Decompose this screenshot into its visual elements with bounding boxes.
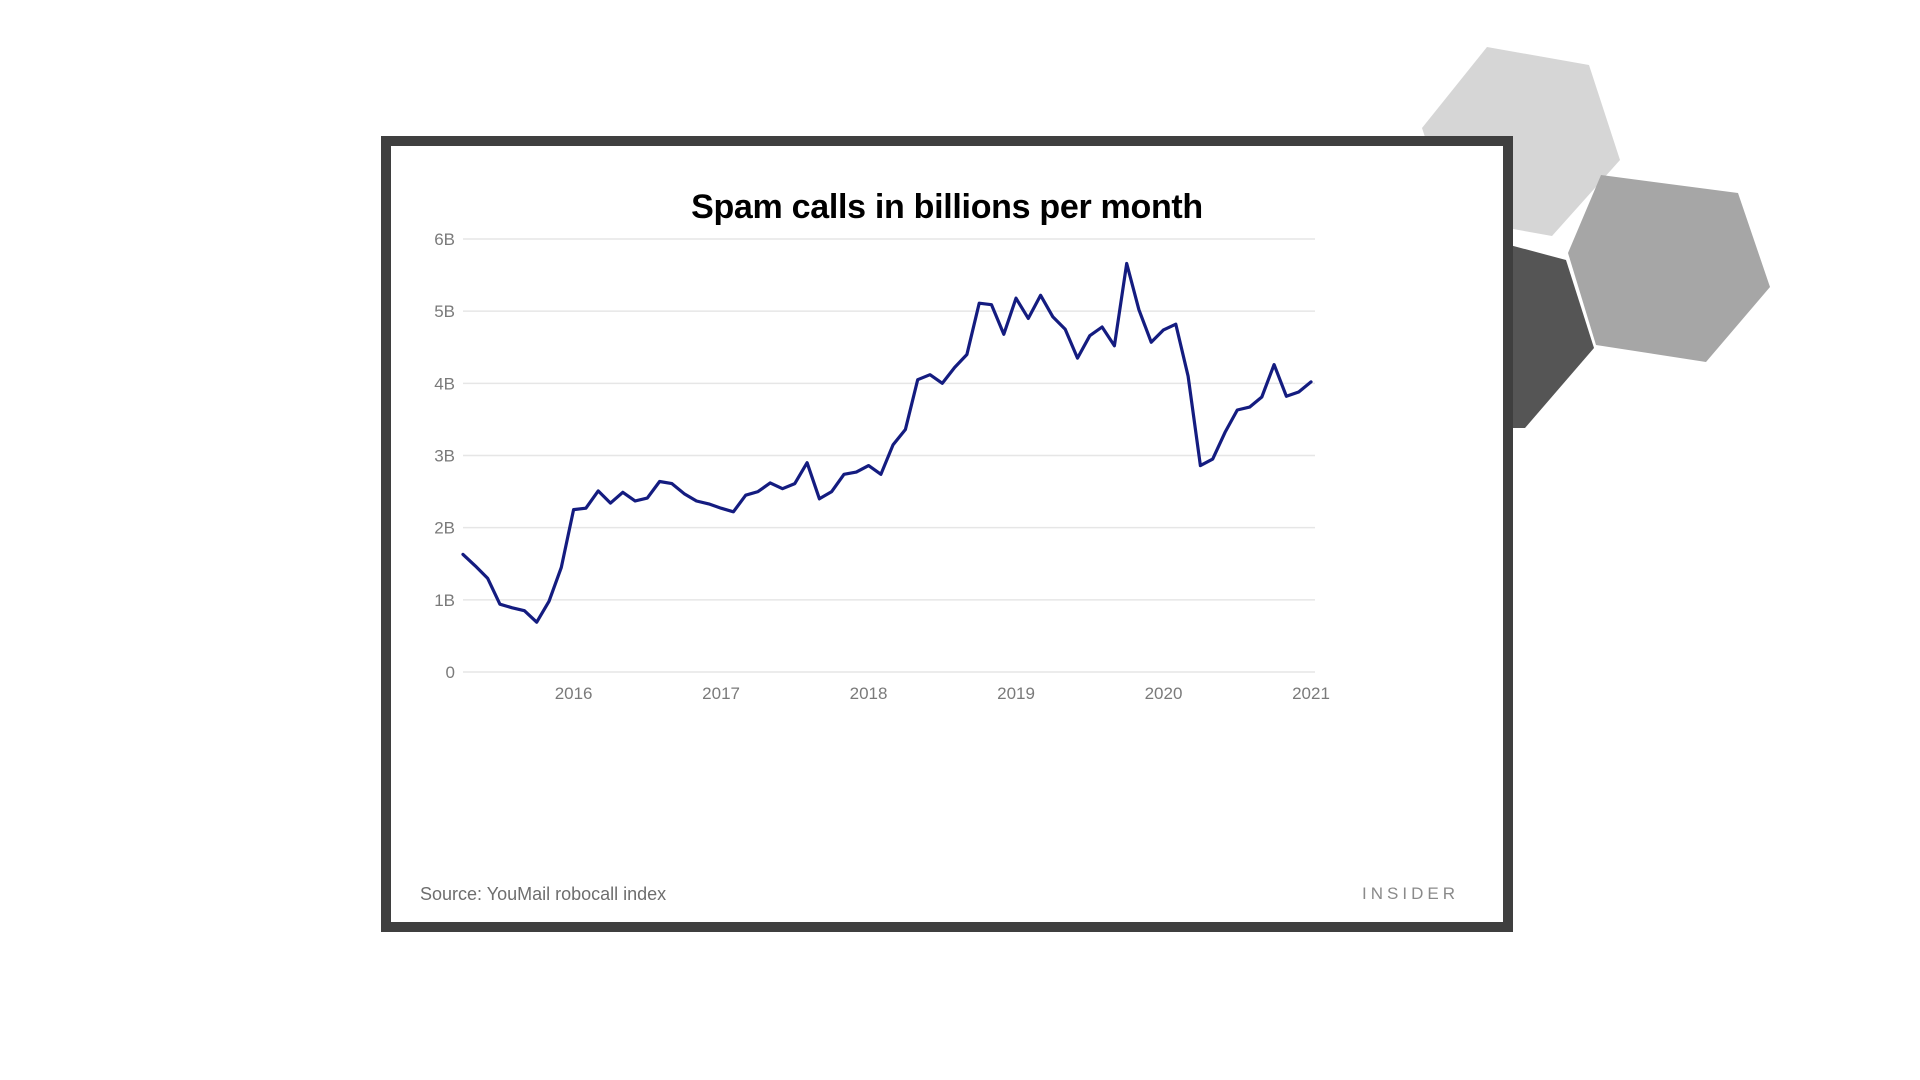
source-text: YouMail robocall index <box>482 884 667 904</box>
hexagon-dark <box>1506 244 1594 428</box>
y-tick-label: 2B <box>434 519 455 538</box>
source-note: Source: YouMail robocall index <box>420 884 666 905</box>
y-tick-label: 6B <box>434 230 455 249</box>
hexagon-mid <box>1568 175 1770 362</box>
x-tick-label: 2018 <box>850 684 888 703</box>
x-tick-label: 2016 <box>555 684 593 703</box>
y-axis-ticks: 0 1B 2B 3B 4B 5B 6B <box>434 230 455 682</box>
chart-plot: 0 1B 2B 3B 4B 5B 6B 2016 2017 2018 2019 2020 2021 <box>434 230 1330 703</box>
y-tick-label: 0 <box>446 663 455 682</box>
x-tick-label: 2017 <box>702 684 740 703</box>
x-tick-label: 2019 <box>997 684 1035 703</box>
source-label: Source: <box>420 884 483 904</box>
brand-logo: INSIDER <box>1362 884 1459 903</box>
gridlines <box>463 238 1315 673</box>
x-tick-label: 2020 <box>1145 684 1183 703</box>
y-tick-label: 5B <box>434 302 455 321</box>
series-layer <box>461 261 1313 624</box>
y-tick-label: 3B <box>434 447 455 466</box>
x-tick-label: 2021 <box>1292 684 1330 703</box>
chart-card: 0 1B 2B 3B 4B 5B 6B 2016 2017 2018 2019 2020 2021 S… <box>381 136 1513 932</box>
y-tick-label: 1B <box>434 591 455 610</box>
y-tick-label: 4B <box>434 374 455 393</box>
series-line <box>461 261 1313 624</box>
x-axis-ticks: 2016 2017 2018 2019 2020 2021 <box>555 684 1330 703</box>
chart-title: Spam calls in billions per month <box>691 188 1203 226</box>
